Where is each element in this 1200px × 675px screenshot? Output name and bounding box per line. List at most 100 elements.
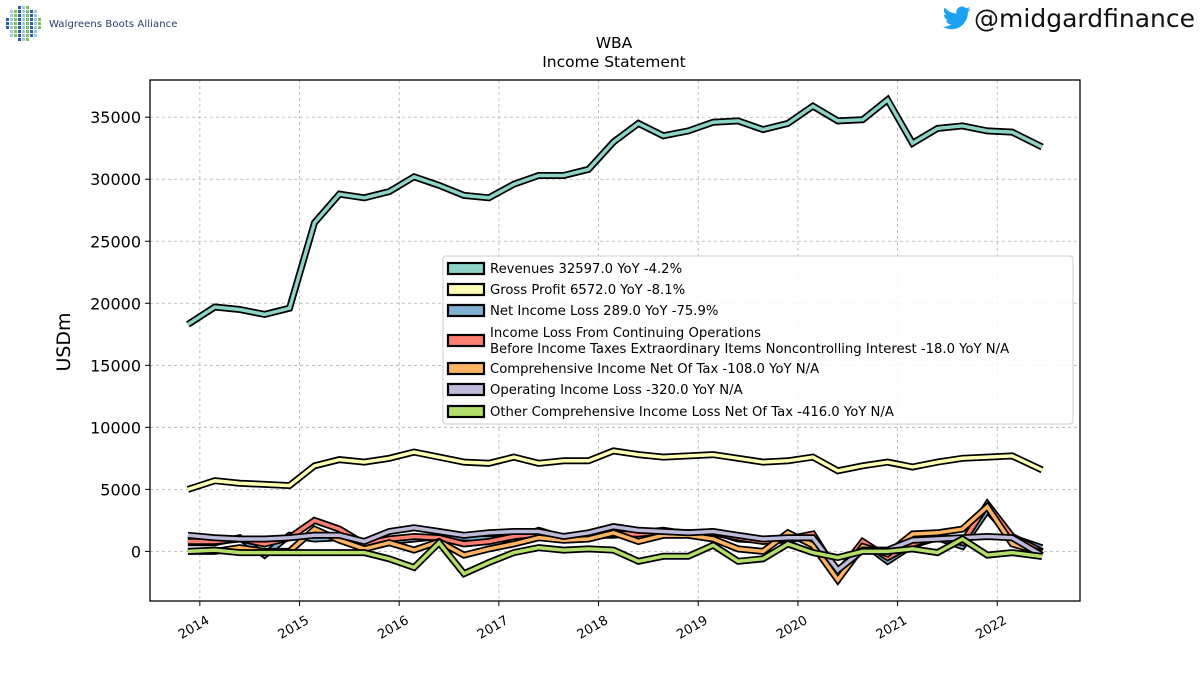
legend: Revenues 32597.0 YoY -4.2% Gross Profit 6…	[442, 255, 1074, 425]
legend-swatch	[446, 303, 486, 318]
logo-tile	[26, 22, 29, 25]
x-tick-label: 2020	[774, 613, 810, 643]
logo-tile	[14, 14, 17, 17]
legend-swatch	[446, 261, 486, 276]
chart-subtitle: Income Statement	[542, 53, 686, 71]
series-lines	[185, 94, 1044, 586]
logo-tile	[26, 10, 29, 13]
logo-tile	[18, 10, 21, 13]
y-tick-label: 30000	[90, 170, 141, 189]
logo-tile	[18, 38, 21, 41]
x-tick-label: 2017	[475, 613, 511, 643]
company-logo: Walgreens Boots Alliance	[4, 4, 178, 44]
y-tick-label: 15000	[90, 356, 141, 375]
logo-tile	[10, 10, 13, 13]
logo-tile	[26, 14, 29, 17]
logo-tile	[14, 18, 17, 21]
logo-tile	[30, 18, 33, 21]
series-other-comprehensive-income-loss-net-of-tax	[187, 534, 1043, 579]
legend-label: Operating Income Loss -320.0 YoY N/A	[490, 383, 743, 398]
logo-tile	[30, 34, 33, 37]
y-tick-label: 5000	[100, 480, 141, 499]
logo-tile	[26, 38, 29, 41]
logo-tile	[18, 18, 21, 21]
logo-tile	[34, 26, 37, 29]
twitter-handle: @midgardfinance	[974, 3, 1195, 33]
logo-tile	[26, 18, 29, 21]
chart-title: WBA	[596, 34, 633, 52]
logo-tile	[22, 18, 25, 21]
legend-label: Other Comprehensive Income Loss Net Of T…	[490, 405, 894, 420]
legend-label: Net Income Loss 289.0 YoY -75.9%	[490, 304, 718, 319]
legend-swatch	[446, 333, 486, 348]
logo-tile	[18, 22, 21, 25]
logo-tile	[38, 22, 41, 25]
y-tick-label: 0	[131, 542, 141, 561]
logo-tile	[14, 34, 17, 37]
legend-swatch	[446, 382, 486, 397]
logo-tile	[22, 38, 25, 41]
logo-tile	[18, 34, 21, 37]
logo-tile	[38, 18, 41, 21]
series-line	[187, 449, 1043, 492]
series-revenues	[185, 94, 1044, 328]
logo-tile	[22, 6, 25, 9]
x-tick-label: 2021	[874, 613, 910, 643]
logo-tile	[6, 26, 9, 29]
logo-tile	[14, 30, 17, 33]
logo-tile	[34, 22, 37, 25]
legend-swatch	[446, 361, 486, 376]
logo-tile	[6, 22, 9, 25]
logo-tile	[18, 26, 21, 29]
logo-tile	[38, 26, 41, 29]
logo-tile	[22, 30, 25, 33]
logo-tile	[22, 22, 25, 25]
logo-tile	[14, 22, 17, 25]
legend-label: Revenues 32597.0 YoY -4.2%	[490, 262, 682, 277]
legend-swatch	[446, 282, 486, 297]
logo-tile	[26, 34, 29, 37]
legend-label: Gross Profit 6572.0 YoY -8.1%	[490, 283, 685, 298]
logo-tile	[30, 14, 33, 17]
logo-tile	[34, 14, 37, 17]
logo-tile	[14, 10, 17, 13]
logo-tile	[26, 26, 29, 29]
logo-tile	[30, 22, 33, 25]
logo-tile	[22, 14, 25, 17]
walgreens-logo-icon	[6, 6, 41, 41]
logo-tile	[30, 10, 33, 13]
logo-tile	[26, 30, 29, 33]
x-tick-label: 2019	[674, 613, 710, 643]
y-tick-label: 25000	[90, 232, 141, 251]
logo-tile	[34, 18, 37, 21]
x-tick-label: 2022	[973, 613, 1009, 643]
series-line	[187, 536, 1043, 576]
logo-tile	[34, 30, 37, 33]
series-line	[186, 97, 1043, 326]
legend-swatch	[446, 404, 486, 419]
x-tick-label: 2016	[375, 613, 411, 643]
logo-tile	[6, 18, 9, 21]
x-tick-label: 2014	[176, 613, 212, 643]
legend-label: Income Loss From Continuing Operations Be…	[490, 326, 1009, 357]
legend-label-line: Before Income Taxes Extraordinary Items …	[490, 342, 1009, 357]
logo-tile	[22, 10, 25, 13]
logo-tile	[14, 26, 17, 29]
x-tick-label: 2015	[276, 613, 312, 643]
y-axis-label: USDm	[53, 312, 75, 371]
logo-tile	[18, 30, 21, 33]
series-gross-profit	[186, 447, 1044, 493]
logo-tile	[10, 18, 13, 21]
twitter-bird-icon	[943, 6, 971, 30]
logo-tile	[26, 6, 29, 9]
logo-tile	[18, 6, 21, 9]
series-line	[187, 524, 1043, 573]
logo-tile	[22, 26, 25, 29]
y-tick-label: 10000	[90, 418, 141, 437]
company-name: Walgreens Boots Alliance	[49, 18, 178, 30]
legend-box	[442, 255, 1074, 425]
logo-tile	[18, 14, 21, 17]
y-tick-label: 35000	[90, 108, 141, 127]
logo-tile	[10, 26, 13, 29]
